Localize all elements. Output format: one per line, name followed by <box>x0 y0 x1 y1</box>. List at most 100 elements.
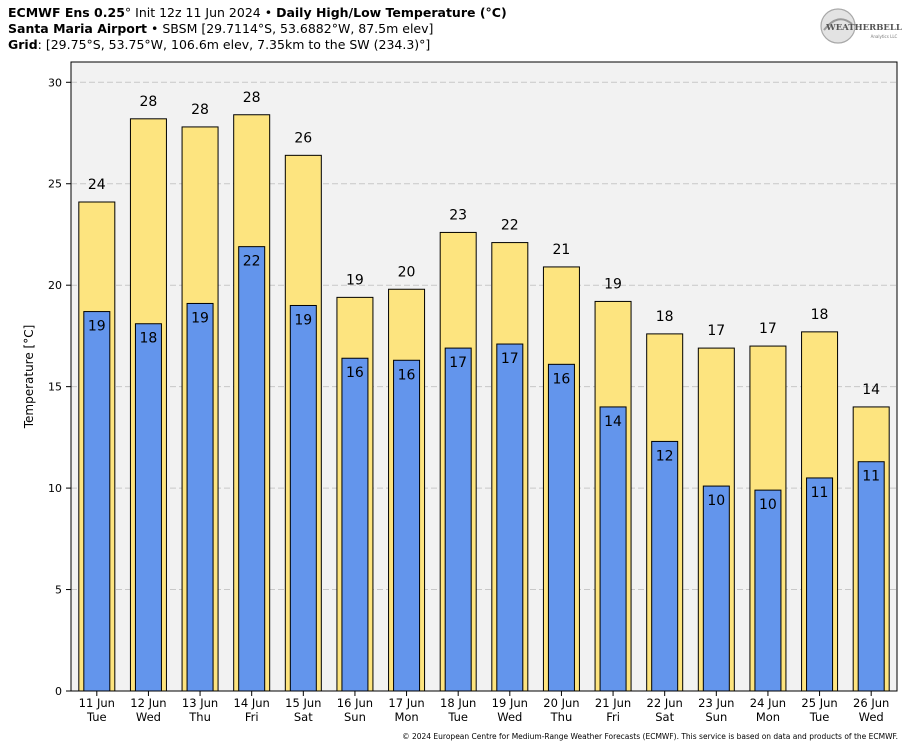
low-value-label-6: 16 <box>398 367 416 383</box>
y-tick-label-20: 20 <box>48 279 62 292</box>
x-tick-date-2: 13 Jun <box>182 696 218 710</box>
x-tick-weekday-2: Thu <box>188 710 211 724</box>
x-tick-weekday-5: Sun <box>344 710 366 724</box>
low-bar-10 <box>599 406 627 692</box>
logo-swirl-stroke <box>823 18 853 31</box>
low-value-label-1: 18 <box>140 331 158 347</box>
x-tick-date-11: 22 Jun <box>647 696 683 710</box>
low-bar-3 <box>238 246 266 692</box>
x-tick-weekday-12: Sun <box>705 710 727 724</box>
low-value-label-9: 16 <box>553 371 571 387</box>
low-value-label-13: 10 <box>759 497 777 513</box>
x-tick-date-15: 26 Jun <box>853 696 889 710</box>
bars <box>78 114 890 692</box>
high-value-label-3: 28 <box>243 90 261 106</box>
low-bar-6 <box>393 359 421 692</box>
y-tick-label-25: 25 <box>48 178 62 191</box>
bar-value-labels: 24 19 28 18 28 19 28 22 26 19 19 16 20 16 23 17 22 17 21 16… <box>88 90 880 513</box>
low-value-label-15: 11 <box>862 469 880 485</box>
low-bar-7 <box>444 347 472 692</box>
x-tick-weekday-7: Tue <box>447 710 468 724</box>
low-value-label-0: 19 <box>88 319 106 335</box>
high-value-label-11: 18 <box>656 309 674 325</box>
logo-text: WEATHERBELL <box>825 23 902 33</box>
plot-frame <box>70 61 898 692</box>
x-tick-date-12: 23 Jun <box>698 696 734 710</box>
x-tick-date-5: 16 Jun <box>337 696 373 710</box>
x-tick-date-14: 25 Jun <box>801 696 837 710</box>
low-bar-4 <box>289 304 317 692</box>
high-value-label-15: 14 <box>862 382 880 398</box>
high-value-label-14: 18 <box>811 307 829 323</box>
x-tick-weekday-13: Mon <box>756 710 780 724</box>
high-value-label-9: 21 <box>553 242 571 258</box>
low-bar-14 <box>806 477 834 692</box>
x-tick-weekday-11: Sat <box>655 710 674 724</box>
logo-swirl-icon <box>820 8 856 44</box>
header-line-model: ECMWF Ens 0.25° Init 12z 11 Jun 2024 • D… <box>8 5 507 21</box>
low-bar-12 <box>702 485 730 692</box>
copyright-note: © 2024 European Centre for Medium-Range … <box>402 732 898 741</box>
low-bar-8 <box>496 343 524 692</box>
low-bar-0 <box>83 311 111 692</box>
station-detail: SBSM [29.7114°S, 53.6882°W, 87.5m elev] <box>162 21 434 36</box>
high-value-label-13: 17 <box>759 321 777 337</box>
x-tick-date-1: 12 Jun <box>130 696 166 710</box>
separator-bullet: • <box>147 21 163 36</box>
low-value-label-8: 17 <box>501 351 519 367</box>
header-line-grid: Grid: [29.75°S, 53.75°W, 106.6m elev, 7.… <box>8 37 430 53</box>
low-value-label-3: 22 <box>243 254 261 270</box>
high-value-label-1: 28 <box>140 94 158 110</box>
x-tick-date-6: 17 Jun <box>388 696 424 710</box>
y-tick-label-30: 30 <box>48 76 62 89</box>
x-tick-weekday-3: Fri <box>245 710 259 724</box>
x-tick-weekday-6: Mon <box>394 710 418 724</box>
separator-bullet: • <box>260 5 277 20</box>
y-tick-label-10: 10 <box>48 482 62 495</box>
high-value-label-4: 26 <box>294 130 312 146</box>
low-value-label-14: 11 <box>811 485 829 501</box>
x-tick-weekday-15: Wed <box>859 710 884 724</box>
low-bar-1 <box>134 323 162 692</box>
grid-label: Grid <box>8 37 38 52</box>
high-value-label-0: 24 <box>88 177 106 193</box>
grid-detail: : [29.75°S, 53.75°W, 106.6m elev, 7.35km… <box>37 37 431 52</box>
high-value-label-8: 22 <box>501 218 519 234</box>
high-value-label-7: 23 <box>449 207 467 223</box>
degree-symbol: ° <box>124 5 132 20</box>
header-line-station: Santa Maria Airport • SBSM [29.7114°S, 5… <box>8 21 433 37</box>
y-axis: 0 5 10 15 20 25 30 <box>48 76 71 698</box>
high-value-label-5: 19 <box>346 272 364 288</box>
low-value-label-2: 19 <box>191 310 209 326</box>
low-value-label-10: 14 <box>604 414 622 430</box>
x-tick-weekday-8: Wed <box>497 710 522 724</box>
low-bar-5 <box>341 357 369 692</box>
y-tick-label-0: 0 <box>55 685 62 698</box>
high-value-label-6: 20 <box>398 264 416 280</box>
x-tick-date-4: 15 Jun <box>285 696 321 710</box>
high-value-label-12: 17 <box>707 323 725 339</box>
x-tick-weekday-9: Thu <box>550 710 573 724</box>
x-tick-weekday-10: Fri <box>606 710 620 724</box>
x-tick-date-10: 21 Jun <box>595 696 631 710</box>
model-name: ECMWF Ens 0.25 <box>8 5 125 20</box>
low-value-label-4: 19 <box>294 312 312 328</box>
low-bar-2 <box>186 302 214 692</box>
high-value-label-2: 28 <box>191 102 209 118</box>
low-value-label-12: 10 <box>707 493 725 509</box>
x-tick-date-13: 24 Jun <box>750 696 786 710</box>
y-tick-label-15: 15 <box>48 381 62 394</box>
low-value-label-7: 17 <box>449 355 467 371</box>
x-tick-weekday-14: Tue <box>809 710 830 724</box>
x-tick-weekday-4: Sat <box>294 710 313 724</box>
x-tick-date-0: 11 Jun <box>79 696 115 710</box>
low-bar-9 <box>547 363 575 692</box>
init-time: Init 12z 11 Jun 2024 <box>131 5 261 20</box>
low-value-label-11: 12 <box>656 448 674 464</box>
logo-subtext: Analytics LLC <box>871 34 898 39</box>
x-tick-weekday-1: Wed <box>136 710 161 724</box>
low-bar-13 <box>754 489 782 692</box>
y-tick-label-5: 5 <box>55 584 62 597</box>
